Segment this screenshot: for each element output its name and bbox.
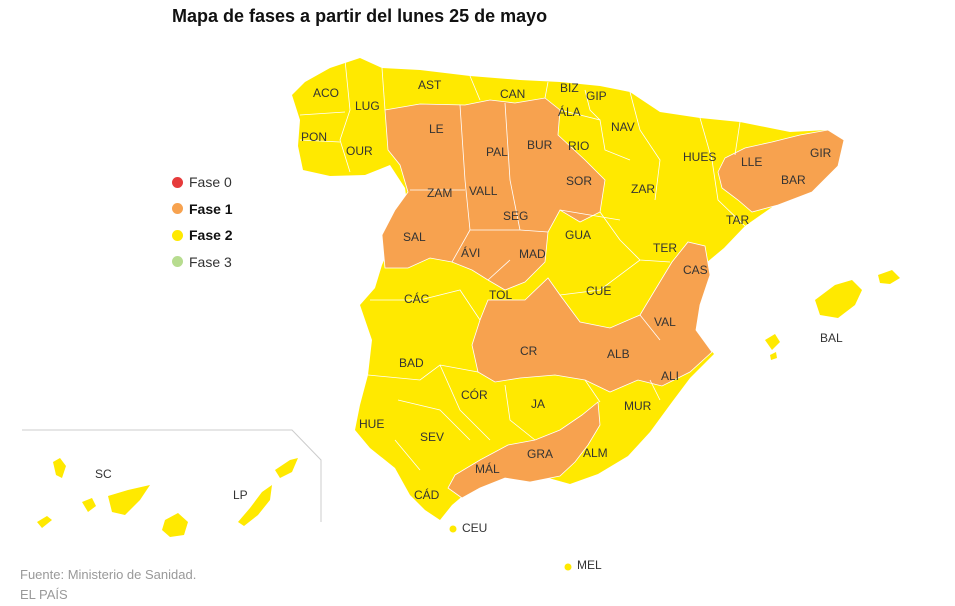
label-bur: BUR [527,138,553,152]
source-line: Fuente: Ministerio de Sanidad. [20,567,197,582]
label-bal: BAL [820,331,843,345]
legend-swatch-fase-2 [172,229,183,241]
label-gra: GRA [527,447,553,461]
label-vall: VALL [469,184,498,198]
label-gir: GIR [810,146,832,160]
label-sor: SOR [566,174,592,188]
island-fuerteventura [238,485,272,526]
island-la-palma [53,458,66,478]
island-ibiza [765,334,780,350]
label-sc: SC [95,467,112,481]
label-sal: SAL [403,230,426,244]
label-val: VAL [654,315,676,329]
island-el-hierro [37,516,52,528]
legend-label-fase-2: Fase 2 [189,227,233,244]
province-borders [299,59,746,471]
label-tol: TOL [489,288,512,302]
label-cue: CUE [586,284,611,298]
label-cad: CÁD [414,487,440,502]
legend-item-fase-1: Fase 1 [172,196,233,223]
label-cac: CÁC [404,291,430,306]
label-biz: BIZ [560,81,579,95]
label-aco: ACO [313,86,339,100]
label-avi: ÁVI [461,245,480,260]
label-hues: HUES [683,150,716,164]
phase-legend: Fase 0 Fase 1 Fase 2 Fase 3 [172,169,233,275]
label-alb: ALB [607,347,630,361]
legend-item-fase-2: Fase 2 [172,222,233,249]
legend-swatch-fase-0 [172,176,183,188]
island-formentera [770,352,777,360]
region-cataluna-east [717,129,845,213]
island-mallorca [815,280,862,318]
label-our: OUR [346,144,373,158]
legend-swatch-fase-3 [172,256,183,268]
region-castilla-leon-madrid [381,97,606,291]
label-cas: CAS [683,263,708,277]
label-lp: LP [233,488,248,502]
island-gran-canaria [162,513,188,537]
legend-label-fase-1: Fase 1 [189,200,233,217]
label-cor: CÓR [461,387,488,402]
label-bar: BAR [781,173,806,187]
label-cr: CR [520,344,538,358]
label-mal: MÁL [475,461,500,476]
label-pal: PAL [486,145,508,159]
label-pon: PON [301,130,327,144]
legend-swatch-fase-1 [172,203,183,215]
label-nav: NAV [611,120,635,134]
label-mel: MEL [577,558,602,572]
legend-item-fase-0: Fase 0 [172,169,233,196]
label-seg: SEG [503,209,528,223]
publisher-line: EL PAÍS [20,587,68,602]
label-mur: MUR [624,399,652,413]
label-bad: BAD [399,356,424,370]
label-rio: RIO [568,139,589,153]
canary-inset-frame [22,429,322,522]
island-menorca [878,270,900,284]
island-la-gomera [82,498,96,512]
map-title: Mapa de fases a partir del lunes 25 de m… [172,6,548,26]
label-hue: HUE [359,417,384,431]
island-lanzarote [275,458,298,478]
source-credit: Fuente: Ministerio de Sanidad. EL PAÍS [20,565,196,605]
legend-item-fase-3: Fase 3 [172,249,233,276]
label-ja: JA [531,397,545,411]
label-lle: LLE [741,155,762,169]
legend-label-fase-3: Fase 3 [189,253,232,270]
label-zam: ZAM [427,186,452,200]
island-tenerife [108,485,150,515]
label-tar: TAR [726,213,749,227]
label-alm: ALM [583,446,608,460]
label-zar: ZAR [631,182,655,196]
ceuta-marker [449,525,457,533]
label-ceu: CEU [462,521,487,535]
label-mad: MAD [519,247,546,261]
legend-label-fase-0: Fase 0 [189,174,232,191]
label-ali: ALI [661,369,679,383]
label-sev: SEV [420,430,444,444]
region-granada-malaga [447,401,601,499]
label-ter: TER [653,241,677,255]
label-le: LE [429,122,444,136]
region-castilla-la-mancha-south [471,241,713,393]
label-gip: GIP [586,89,607,103]
label-gua: GUA [565,228,591,242]
label-ast: AST [418,78,442,92]
province-labels: ACO LUG AST CAN BIZ GIP ÁLA PON OUR LE P… [95,78,843,572]
melilla-marker [564,563,572,571]
label-ala: ÁLA [558,104,581,119]
label-can: CAN [500,87,525,101]
label-lug: LUG [355,99,380,113]
